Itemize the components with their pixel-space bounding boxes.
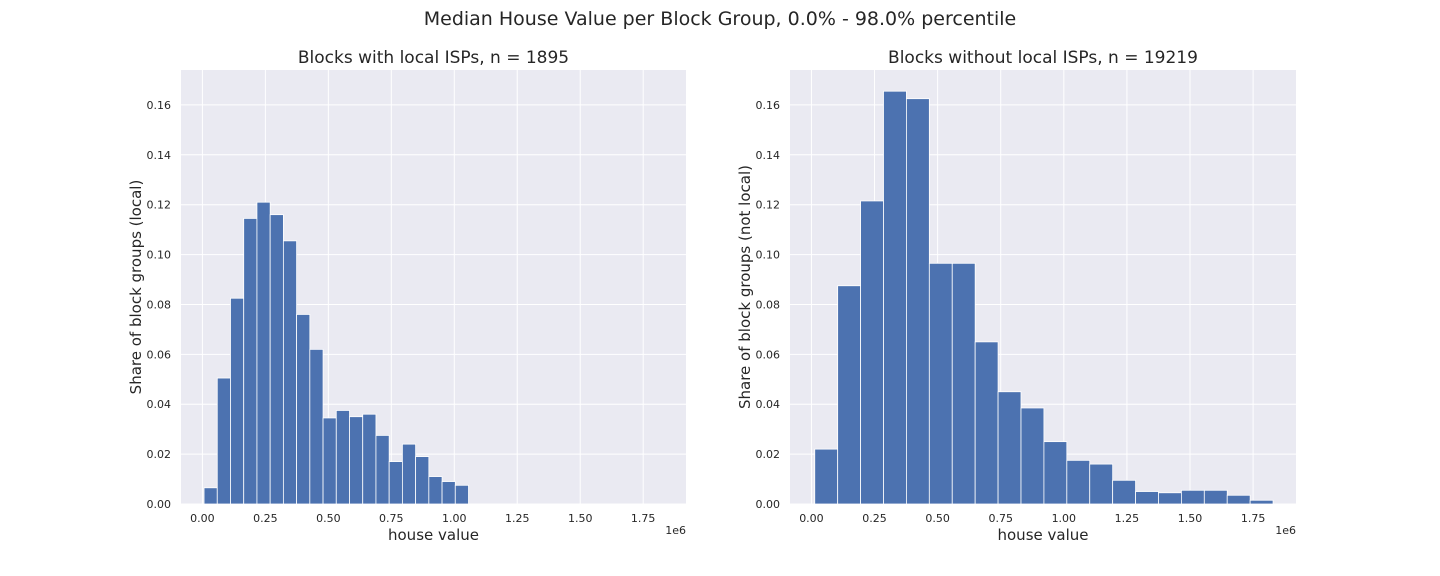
histogram-bar [282,240,298,505]
histogram-bar [322,417,337,505]
y-tick-label: 0.00 [147,498,172,511]
histogram-bar [401,443,417,505]
y-tick-label: 0.04 [147,398,172,411]
x-tick-label: 0.00 [190,512,215,525]
histogram-bar [1066,459,1091,505]
histogram-bar [1089,463,1114,505]
panel-2: 0.00 0.25 0.50 0.75 1.00 1.25 1.50 1.75 0.00 0.02… [736,48,1296,544]
x-tick-label: 1.00 [442,512,467,525]
y-tick-label: 0.04 [756,398,781,411]
x-offset-label: 1e6 [665,524,686,537]
histogram-bar [951,262,976,505]
x-axis-label: house value [998,526,1089,544]
x-tick-label: 0.50 [925,512,950,525]
y-tick-label: 0.06 [756,348,781,361]
y-tick-label: 0.02 [147,448,172,461]
panel-1: 0.00 0.25 0.50 0.75 1.00 1.25 1.50 1.75 0.00 0.02… [127,48,686,544]
x-axis-label: house value [388,526,479,544]
histogram-bar [974,341,999,505]
y-tick-label: 0.08 [756,298,781,311]
histogram-bar [860,200,884,505]
y-tick-label: 0.06 [147,348,172,361]
histogram-bar [441,481,456,505]
histogram-bar [362,413,377,505]
histogram-bar [243,218,258,505]
x-tick-label: 0.25 [862,512,887,525]
y-tick-label: 0.16 [756,99,781,112]
histogram-bar [1020,407,1045,505]
histogram-bar [375,435,390,505]
histogram-bar [216,377,231,505]
y-tick-label: 0.12 [756,199,781,212]
histogram-bar [269,214,284,505]
x-tick-label: 0.75 [379,512,404,525]
x-tick-label: 1.75 [631,512,656,525]
histogram-bar [415,456,430,505]
histogram-bar [997,391,1022,505]
histogram-bar [1158,492,1182,505]
y-tick-label: 0.14 [756,149,781,162]
histogram-bar [883,90,907,505]
x-tick-label: 0.50 [316,512,341,525]
x-tick-label: 1.50 [1178,512,1203,525]
histogram-bar [1180,489,1205,505]
x-tick-label: 1.25 [1115,512,1140,525]
y-tick-label: 0.00 [756,498,781,511]
x-tick-label: 0.75 [988,512,1013,525]
panel-title: Blocks without local ISPs, n = 19219 [888,48,1198,68]
histogram-bar [296,314,311,505]
histogram-bar [349,416,364,505]
y-tick-label: 0.10 [147,249,172,262]
histogram-bar [1203,489,1228,505]
histogram-bar [454,484,469,505]
histogram-bar [388,461,403,505]
histogram-bar [837,285,861,505]
x-tick-label: 0.25 [253,512,278,525]
figure-title: Median House Value per Block Group, 0.0%… [423,8,1017,30]
y-tick-label: 0.10 [756,249,781,262]
histogram-bar [256,201,271,505]
histogram-bar [1226,494,1251,505]
x-tick-label: 1.50 [568,512,593,525]
histogram-bar [814,448,839,505]
y-axis-label: Share of block groups (local) [127,180,145,395]
histogram-bar [428,476,443,505]
y-tick-label: 0.16 [147,99,172,112]
y-tick-label: 0.14 [147,149,172,162]
histogram-bar [230,297,245,505]
x-tick-label: 1.00 [1052,512,1077,525]
x-offset-label: 1e6 [1275,524,1296,537]
x-tick-label: 0.00 [799,512,824,525]
y-axis-label: Share of block groups (not local) [736,165,754,409]
histogram-bar [1135,491,1159,505]
histogram-bar [906,98,930,505]
histogram-bar [928,262,953,505]
x-tick-label: 1.25 [505,512,530,525]
x-tick-label: 1.75 [1241,512,1266,525]
histogram-bar [335,410,350,505]
y-tick-label: 0.02 [756,448,781,461]
histogram-bar [1043,441,1068,505]
histogram-bar [1112,479,1136,505]
histogram-bar [309,348,324,505]
histogram-bar [1249,499,1274,505]
y-tick-label: 0.12 [147,199,172,212]
panel-title: Blocks with local ISPs, n = 1895 [298,48,569,68]
y-tick-label: 0.08 [147,298,172,311]
histogram-bar [203,487,218,505]
